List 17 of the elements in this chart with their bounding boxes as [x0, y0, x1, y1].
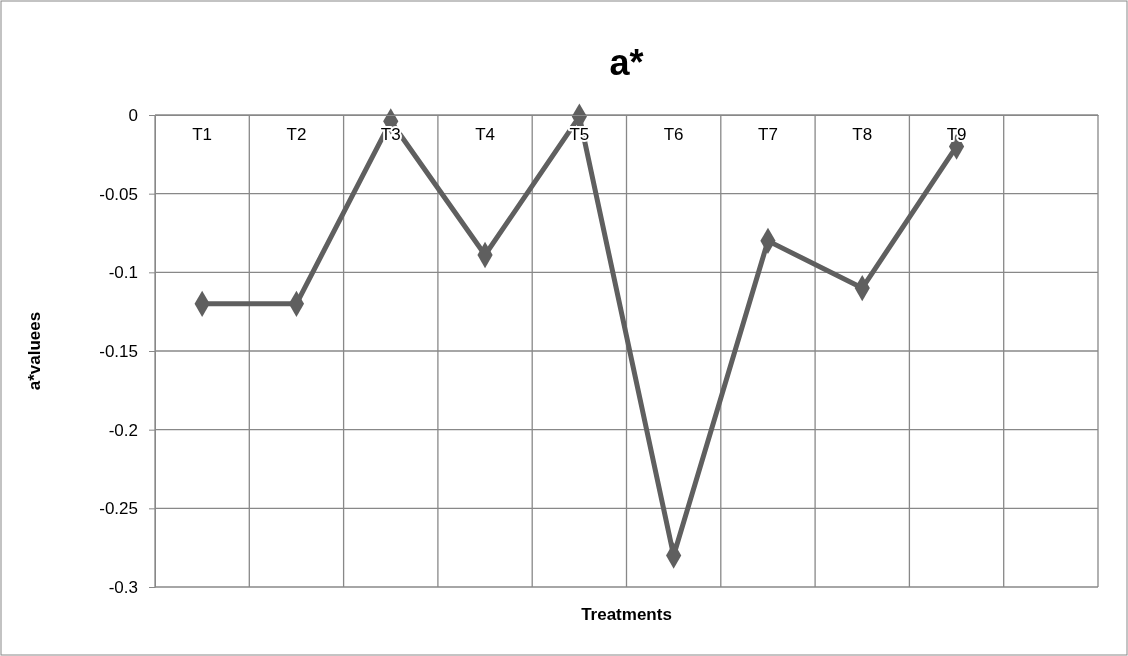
y-tick-label: -0.2 — [108, 420, 138, 440]
x-tick-label: T8 — [852, 125, 873, 144]
x-tick-label: T7 — [758, 125, 778, 144]
x-tick-label: T2 — [286, 125, 307, 144]
x-tick-label: T6 — [663, 125, 684, 144]
x-tick-label: T4 — [475, 125, 495, 144]
y-tick-label: -0.05 — [99, 184, 138, 204]
y-tick-label: -0.15 — [99, 341, 138, 361]
x-axis-title: Treatments — [581, 605, 672, 624]
chart-title: a* — [609, 42, 644, 83]
x-tick-label: T9 — [946, 125, 967, 144]
y-axis-title: a*valuees — [25, 311, 44, 391]
x-tick-label: T1 — [192, 125, 213, 144]
y-tick-label: -0.3 — [108, 577, 138, 597]
y-tick-label: -0.1 — [108, 263, 138, 283]
y-tick-label: 0 — [128, 105, 138, 125]
y-tick-label: -0.25 — [99, 499, 138, 519]
